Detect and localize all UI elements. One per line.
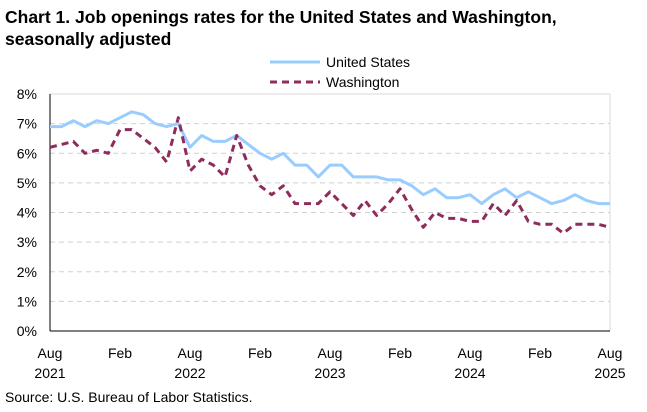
x-tick-year: 2022 bbox=[174, 365, 205, 381]
y-tick-label: 3% bbox=[17, 234, 37, 250]
legend-label: United States bbox=[326, 54, 410, 70]
y-tick-label: 1% bbox=[17, 293, 37, 309]
x-tick-month: Feb bbox=[248, 345, 272, 361]
x-tick-month: Aug bbox=[318, 345, 343, 361]
y-tick-label: 0% bbox=[17, 323, 37, 339]
x-tick-month: Aug bbox=[458, 345, 483, 361]
x-tick-year: 2023 bbox=[314, 365, 345, 381]
y-tick-label: 2% bbox=[17, 264, 37, 280]
series-line-united-states bbox=[50, 110, 610, 206]
x-tick-month: Feb bbox=[108, 345, 132, 361]
series-line-washington bbox=[49, 116, 611, 235]
y-tick-label: 5% bbox=[17, 175, 37, 191]
legend-label: Washington bbox=[326, 74, 399, 90]
x-tick-month: Feb bbox=[388, 345, 412, 361]
chart-title: Chart 1. Job openings rates for the Unit… bbox=[5, 7, 557, 49]
x-tick-month: Aug bbox=[38, 345, 63, 361]
x-tick-year: 2021 bbox=[34, 365, 65, 381]
y-tick-label: 6% bbox=[17, 145, 37, 161]
y-tick-label: 8% bbox=[17, 86, 37, 102]
x-tick-year: 2025 bbox=[594, 365, 625, 381]
x-tick-year: 2024 bbox=[454, 365, 485, 381]
x-tick-month: Aug bbox=[598, 345, 623, 361]
x-tick-month: Feb bbox=[528, 345, 552, 361]
source-note: Source: U.S. Bureau of Labor Statistics. bbox=[5, 389, 253, 405]
x-tick-month: Aug bbox=[178, 345, 203, 361]
y-tick-label: 7% bbox=[17, 116, 37, 132]
y-tick-label: 4% bbox=[17, 205, 37, 221]
